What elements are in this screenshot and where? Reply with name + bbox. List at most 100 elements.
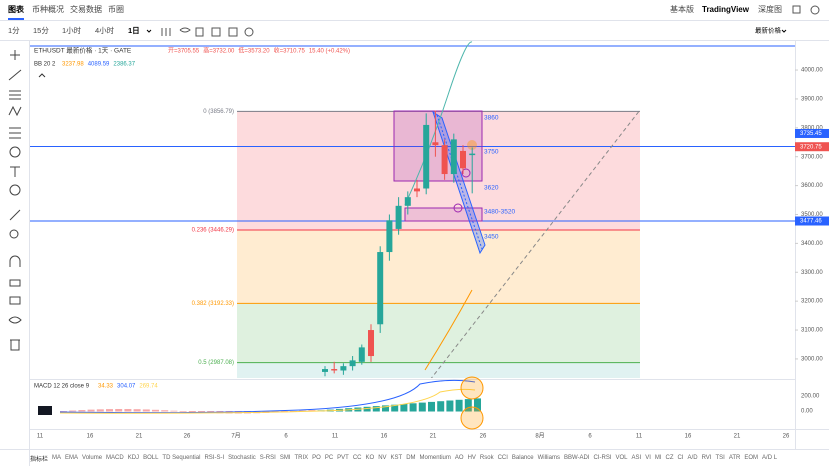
nav-mode[interactable]: 深度图: [758, 4, 782, 14]
compare-icon[interactable]: [179, 27, 191, 33]
indicator[interactable]: Williams: [537, 455, 560, 461]
interval[interactable]: 1分: [8, 26, 20, 35]
left-toolbar: [8, 50, 22, 351]
indicator[interactable]: HV: [467, 455, 476, 461]
settings-icon[interactable]: [810, 5, 820, 15]
indicator[interactable]: S-RSI: [259, 455, 276, 461]
x-tick-label: 21: [430, 434, 437, 440]
indicator[interactable]: MA: [52, 455, 62, 461]
pattern-tool[interactable]: [8, 105, 22, 117]
indicator[interactable]: RSI-S-I: [204, 455, 225, 461]
interval-active[interactable]: 1日: [128, 26, 140, 35]
candle-body: [460, 150, 466, 169]
indicator[interactable]: SMI: [279, 455, 291, 461]
indicator[interactable]: A/D: [687, 455, 698, 461]
indicator[interactable]: Rsok: [479, 455, 494, 461]
interval[interactable]: 4小时: [95, 25, 115, 35]
macd-hist: [464, 399, 472, 412]
fib-tool[interactable]: [9, 90, 21, 100]
fib-zone: [237, 362, 640, 378]
template-icon[interactable]: [211, 27, 221, 37]
delete-icon[interactable]: [195, 27, 204, 37]
indicator[interactable]: PO: [312, 455, 321, 461]
macd-hist: [400, 404, 408, 412]
layout-icon[interactable]: [228, 27, 238, 37]
indicator[interactable]: PVT: [337, 455, 349, 461]
brush-tool[interactable]: [9, 146, 21, 158]
zoom-tool[interactable]: [9, 229, 19, 239]
indicator[interactable]: Volume: [82, 455, 103, 461]
text-tool[interactable]: [10, 166, 20, 177]
indicator[interactable]: Momentium: [419, 455, 451, 461]
indicator-icon[interactable]: [161, 28, 171, 36]
indicator[interactable]: CCI: [497, 455, 508, 461]
indicator[interactable]: EMA: [65, 455, 79, 461]
indicator[interactable]: A/D L: [762, 455, 778, 461]
indicator[interactable]: CI-RSI: [593, 455, 612, 461]
interval[interactable]: 1小时: [62, 25, 82, 35]
top-icons: [161, 5, 820, 37]
macd-hist: [115, 409, 123, 412]
indicator[interactable]: Stochastic: [228, 455, 256, 461]
indicator[interactable]: DM: [406, 455, 416, 461]
indicator[interactable]: EOM: [744, 455, 759, 461]
bb-value: 4089.59: [88, 62, 110, 68]
indicator[interactable]: TRIX: [294, 455, 309, 461]
lock-draw-tool[interactable]: [9, 279, 21, 287]
nav-tab: 交易数据: [70, 4, 102, 14]
candle-body: [404, 197, 411, 206]
nav-mode[interactable]: TradingView: [702, 5, 750, 14]
lock-tool[interactable]: [9, 296, 21, 305]
macd-hist: [96, 409, 104, 412]
y-tick-label: 3300.00: [801, 270, 823, 276]
projection-tool[interactable]: [9, 127, 21, 139]
settings-icon[interactable]: [244, 27, 254, 37]
indicator[interactable]: RVI: [701, 455, 712, 461]
indicator[interactable]: VI: [645, 455, 651, 461]
macd-value: 304.07: [117, 384, 136, 390]
indicator[interactable]: CZ: [665, 455, 674, 461]
indicator[interactable]: CI: [677, 455, 684, 461]
indicator[interactable]: BOLL: [143, 455, 159, 461]
indicator[interactable]: Balance: [511, 455, 534, 461]
indicator[interactable]: MACD: [106, 455, 124, 461]
indicator[interactable]: PC: [324, 455, 334, 461]
macd-hist: [142, 409, 150, 412]
indicator-bar-title: 指标栏: [30, 456, 49, 463]
macd-hist: [446, 400, 454, 412]
macd-hist: [170, 410, 178, 412]
macd-name: MACD 12 26 close 9: [34, 384, 90, 390]
visibility-tool[interactable]: [8, 316, 22, 324]
indicator[interactable]: CC: [352, 455, 362, 461]
macd-hist: [391, 404, 399, 412]
price-type[interactable]: 最新价格: [755, 26, 782, 35]
nav-mode[interactable]: 基本版: [670, 4, 694, 14]
line-tool[interactable]: [8, 69, 22, 81]
price-badge-label: 3720.75: [800, 144, 822, 150]
emoji-tool[interactable]: [9, 184, 21, 196]
indicator[interactable]: TD Sequential: [162, 455, 201, 461]
indicator[interactable]: KO: [365, 455, 375, 461]
magnet-tool[interactable]: [9, 255, 21, 267]
ohlc-value: 收=3710.75: [274, 47, 306, 55]
indicator[interactable]: NV: [378, 455, 387, 461]
delete-tool[interactable]: [10, 339, 20, 351]
x-tick-label: 21: [136, 434, 143, 440]
y-tick-label: 3400.00: [801, 241, 823, 247]
indicator[interactable]: TSI: [715, 455, 725, 461]
crosshair-tool[interactable]: [10, 50, 20, 60]
indicator[interactable]: AO: [454, 455, 464, 461]
ruler-tool[interactable]: [9, 209, 21, 221]
indicator[interactable]: KST: [390, 455, 403, 461]
indicator[interactable]: ASI: [631, 455, 642, 461]
indicator[interactable]: MI: [654, 455, 662, 461]
ohlc-value: 低=3573.20: [238, 47, 270, 55]
bb-upper: [404, 41, 473, 206]
indicator[interactable]: ATR: [728, 455, 741, 461]
indicator[interactable]: VOL: [615, 455, 628, 461]
window-icon[interactable]: [792, 5, 801, 14]
x-tick-label: 11: [332, 434, 339, 440]
indicator[interactable]: KDJ: [127, 455, 140, 461]
indicator[interactable]: BBW-ADI: [563, 455, 590, 461]
interval[interactable]: 15分: [33, 26, 49, 35]
